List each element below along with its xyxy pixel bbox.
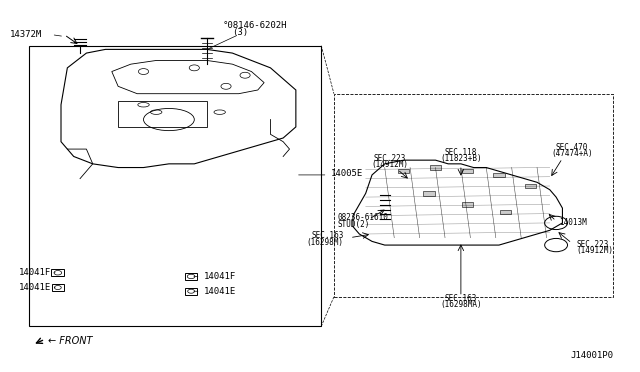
Text: SEC.163: SEC.163 xyxy=(311,231,344,240)
Text: 14041F: 14041F xyxy=(19,268,51,277)
Text: (16298M): (16298M) xyxy=(307,238,344,247)
Text: 14005E: 14005E xyxy=(331,169,363,177)
Text: (11823+B): (11823+B) xyxy=(440,154,482,163)
Polygon shape xyxy=(461,169,473,173)
Text: (14912M): (14912M) xyxy=(371,160,408,169)
Polygon shape xyxy=(424,191,435,196)
Text: 14372M: 14372M xyxy=(10,30,42,39)
Text: SEC.118: SEC.118 xyxy=(445,148,477,157)
Polygon shape xyxy=(500,210,511,214)
Text: STUD(2): STUD(2) xyxy=(337,220,369,229)
Text: SEC.223: SEC.223 xyxy=(374,154,406,163)
Text: (47474+A): (47474+A) xyxy=(551,149,593,158)
Text: SEC.470: SEC.470 xyxy=(556,143,588,152)
Text: (3): (3) xyxy=(232,28,248,37)
Text: SEC.163: SEC.163 xyxy=(445,294,477,303)
Text: °08146-6202H: °08146-6202H xyxy=(223,21,287,30)
Polygon shape xyxy=(430,165,441,170)
Polygon shape xyxy=(461,202,473,207)
Text: 14041E: 14041E xyxy=(204,287,236,296)
Polygon shape xyxy=(398,169,410,173)
Text: 14041E: 14041E xyxy=(19,283,51,292)
Text: (14912M): (14912M) xyxy=(577,246,613,255)
Text: 08236-61610: 08236-61610 xyxy=(337,213,388,222)
Text: ← FRONT: ← FRONT xyxy=(48,336,93,346)
Polygon shape xyxy=(493,173,505,177)
Polygon shape xyxy=(525,184,536,188)
Text: (16298MA): (16298MA) xyxy=(440,300,482,310)
Text: 14041F: 14041F xyxy=(204,272,236,281)
Text: SEC.223: SEC.223 xyxy=(577,240,609,249)
Text: J14001P0: J14001P0 xyxy=(570,351,613,360)
Text: 14013M: 14013M xyxy=(559,218,587,227)
